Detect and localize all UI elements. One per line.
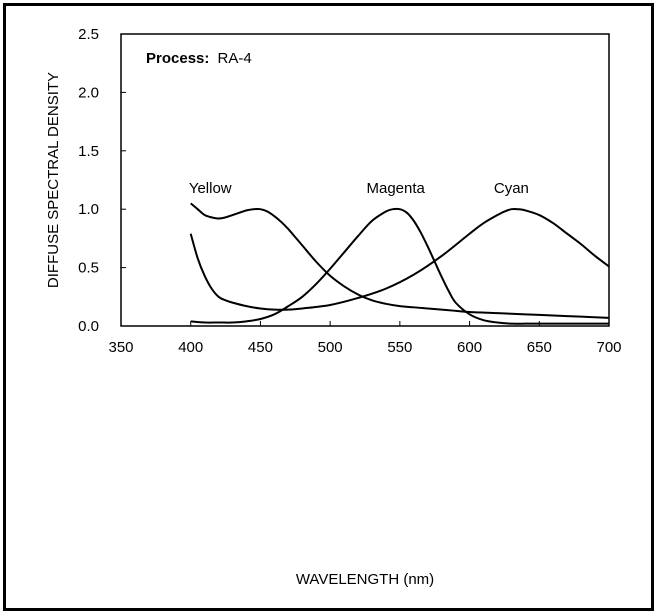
process-annotation: Process: RA-4	[146, 50, 252, 67]
process-label: Process:	[146, 50, 209, 67]
curve-label-magenta: Magenta	[366, 180, 425, 197]
x-tick-label: 450	[248, 339, 273, 356]
curve-labels: Yellow Magenta Cyan	[189, 180, 529, 197]
y-tick-label: 1.5	[78, 143, 99, 160]
x-tick-label: 650	[527, 339, 552, 356]
x-tick-label: 600	[457, 339, 482, 356]
x-tick-label: 700	[596, 339, 621, 356]
x-tick-label: 400	[178, 339, 203, 356]
curve-yellow	[190, 202, 610, 319]
y-tick-label: 0.5	[78, 260, 99, 277]
x-tick-label: 550	[387, 339, 412, 356]
y-tick-label: 2.5	[78, 26, 99, 43]
process-value: RA-4	[218, 50, 252, 67]
curve-label-yellow: Yellow	[189, 180, 232, 197]
x-tick-label: 350	[108, 339, 133, 356]
curve-magenta	[190, 207, 609, 325]
x-tick-label: 500	[318, 339, 343, 356]
curve-label-cyan: Cyan	[494, 180, 529, 197]
plot-area	[120, 33, 610, 327]
y-tick-label: 0.0	[78, 318, 99, 335]
axis-tick-labels: 350 400 450 500 550 600 650 700 0.0 0.5 1.0 1.5 2.0 2…	[78, 26, 621, 356]
chart-frame	[3, 3, 654, 611]
curves	[189, 202, 610, 325]
y-tick-label: 1.0	[78, 201, 99, 218]
curve-cyan	[189, 207, 610, 311]
y-tick-label: 2.0	[78, 84, 99, 101]
x-axis-label: WAVELENGTH (nm)	[296, 571, 434, 588]
y-axis-label: DIFFUSE SPECTRAL DENSITY	[45, 72, 62, 288]
